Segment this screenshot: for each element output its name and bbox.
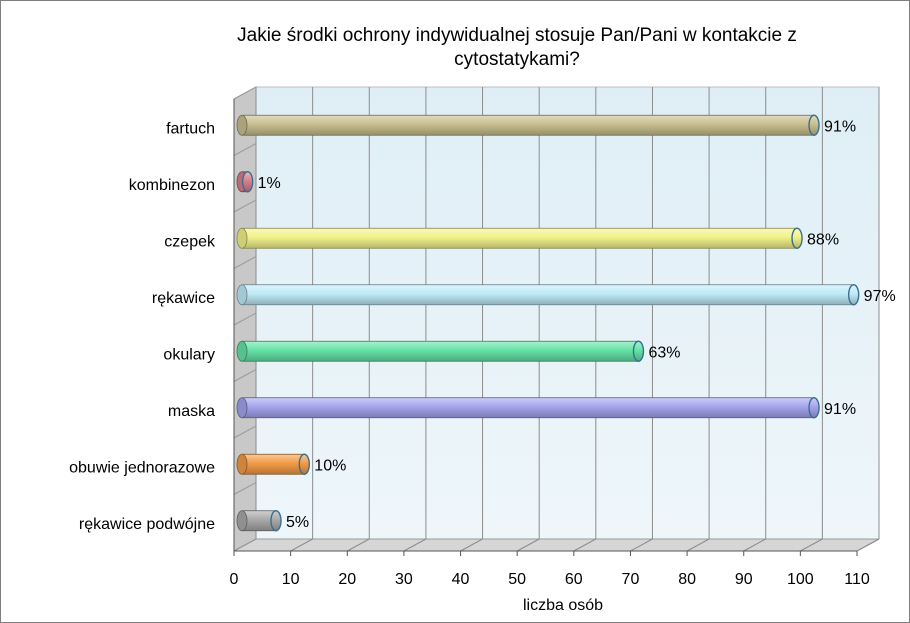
x-tick-label: 80 — [678, 571, 696, 588]
data-label: 5% — [286, 514, 309, 531]
chart-title: Jakie środki ochrony indywidualnej stosu… — [237, 25, 797, 70]
bar-base-cap — [236, 510, 248, 532]
bar-body — [241, 340, 639, 362]
bar-4 — [236, 340, 645, 362]
category-separator — [233, 143, 257, 156]
bar-7 — [236, 510, 282, 532]
x-tick-label: 30 — [395, 571, 413, 588]
category-separator — [233, 312, 257, 326]
bar-0 — [236, 114, 820, 136]
floor-gridline — [347, 538, 370, 552]
x-tick-label: 70 — [622, 571, 640, 588]
category-label: fartuch — [166, 120, 215, 137]
x-tick-label: 60 — [565, 571, 583, 588]
plot-floor — [233, 538, 880, 552]
bar-5 — [236, 397, 820, 419]
floor-gridline — [800, 538, 823, 552]
bar-base-cap — [236, 340, 248, 362]
data-label: 91% — [824, 401, 856, 418]
x-tick-label: 40 — [452, 571, 470, 588]
data-label: 10% — [314, 457, 346, 474]
bar-2 — [236, 227, 803, 249]
x-tick-label: 100 — [787, 571, 814, 588]
floor-gridline — [290, 538, 313, 552]
x-tick-label: 110 — [844, 571, 870, 588]
floor-gridline — [460, 538, 483, 552]
bar-base-cap — [236, 227, 248, 249]
category-separator — [233, 482, 257, 495]
bars — [236, 114, 860, 532]
category-separator — [233, 538, 257, 552]
data-label: 63% — [648, 344, 680, 361]
floor-gridline — [743, 538, 766, 552]
category-label: czepek — [164, 233, 216, 250]
floor-gridline — [686, 538, 710, 552]
x-tick-label: 0 — [230, 571, 239, 588]
category-label: rękawice — [152, 290, 215, 307]
bar-body — [241, 114, 815, 136]
bar-end-cap — [808, 114, 820, 136]
category-label: okulary — [163, 346, 215, 363]
data-label: 1% — [258, 175, 281, 192]
floor-gridline — [403, 538, 427, 552]
bar-end-cap — [298, 453, 310, 475]
category-label: rękawice podwójne — [79, 516, 215, 533]
data-labels: 91% 1% 88% 97% 63% 91% 10% 5% — [258, 118, 896, 531]
x-tick-label: 50 — [508, 571, 526, 588]
chart-title-line-1: Jakie środki ochrony indywidualnej stosu… — [237, 25, 797, 46]
bar-3 — [236, 284, 860, 306]
chart-title-line-2: cytostatykami? — [454, 49, 580, 70]
bar-end-cap — [791, 227, 803, 249]
bar-body — [241, 397, 815, 419]
plot-area — [233, 86, 880, 552]
bar-end-cap — [270, 510, 282, 532]
x-tick-label: 10 — [282, 571, 300, 588]
bar-base-cap — [236, 284, 248, 306]
bar-1 — [236, 171, 254, 193]
bar-base-cap — [236, 114, 248, 136]
bar-base-cap — [236, 453, 248, 475]
x-axis-title: liczba osób — [523, 597, 603, 614]
floor-gridline — [573, 538, 597, 552]
bar-body — [241, 227, 798, 249]
bar-body — [241, 284, 855, 306]
data-label: 97% — [864, 288, 896, 305]
floor-gridline — [516, 538, 540, 552]
floor-gridline — [856, 538, 880, 552]
bar-base-cap — [236, 397, 248, 419]
x-tick-label: 90 — [735, 571, 753, 588]
data-label: 91% — [824, 118, 856, 135]
bar-6 — [236, 453, 310, 475]
category-separator — [233, 199, 257, 213]
x-tick-labels: 0 10 20 30 40 50 60 70 80 90 100 110 — [230, 571, 870, 588]
bar-end-cap — [808, 397, 820, 419]
gridlines — [233, 86, 880, 556]
data-label: 88% — [807, 231, 839, 248]
plot-back-wall — [255, 86, 880, 540]
bar-end-cap — [241, 171, 254, 193]
category-label: maska — [168, 403, 215, 420]
category-separator — [233, 256, 257, 269]
category-separator — [233, 86, 257, 100]
category-labels: fartuch kombinezon czepek rękawice okulary ma… — [69, 120, 216, 533]
floor-gridline — [630, 538, 653, 552]
bar-end-cap — [847, 284, 860, 306]
bar-end-cap — [632, 340, 645, 362]
category-separator — [233, 425, 257, 439]
category-label: kombinezon — [129, 177, 215, 194]
bar-body — [241, 453, 305, 475]
x-tick-label: 20 — [338, 571, 356, 588]
category-separator — [233, 369, 257, 382]
category-label: obuwie jednorazowe — [69, 459, 215, 476]
